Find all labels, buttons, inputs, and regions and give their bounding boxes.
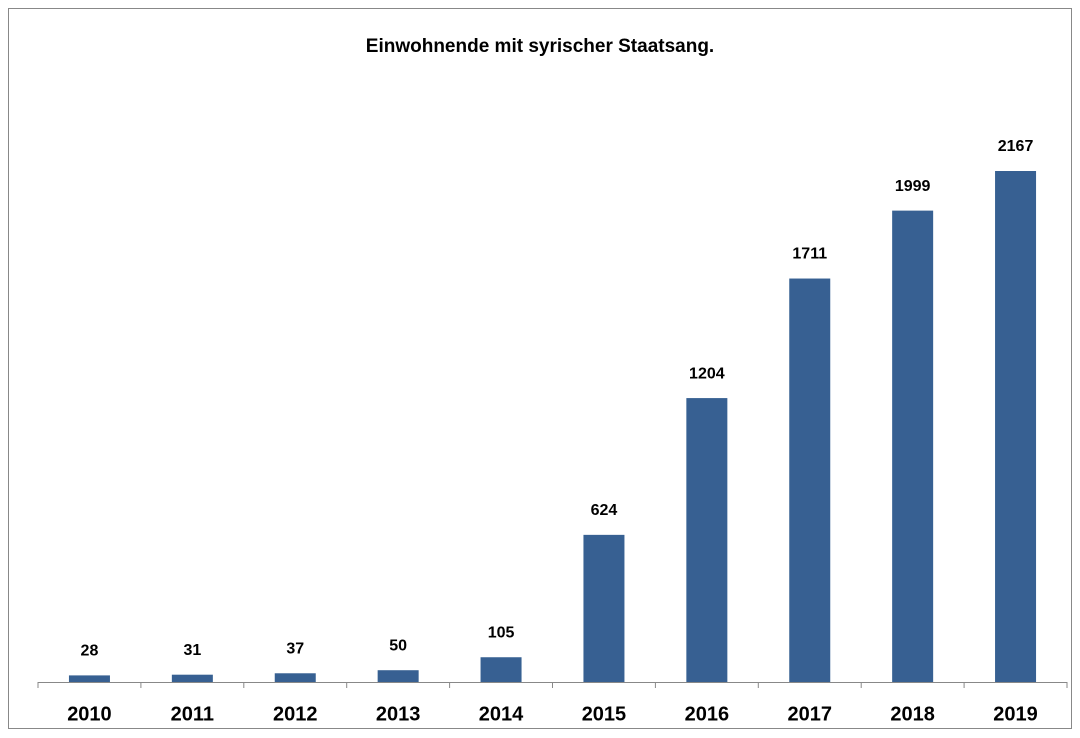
x-tick-label: 2016 — [685, 703, 730, 725]
data-label: 105 — [488, 624, 515, 641]
x-tick-label: 2015 — [582, 703, 627, 725]
x-tick-label: 2017 — [788, 703, 833, 725]
x-tick-label: 2011 — [171, 703, 214, 725]
data-label: 1711 — [792, 246, 827, 263]
data-label: 28 — [81, 643, 99, 660]
bar — [377, 670, 419, 682]
bar — [274, 673, 316, 682]
bar — [583, 534, 625, 682]
x-tick-label: 2012 — [273, 703, 318, 725]
bar — [789, 278, 831, 682]
x-tick-label: 2010 — [67, 703, 112, 725]
bar — [480, 657, 522, 682]
data-label: 1999 — [895, 178, 931, 195]
bar — [995, 171, 1037, 682]
data-label: 31 — [183, 642, 201, 659]
x-tick-label: 2013 — [376, 703, 421, 725]
bar — [686, 398, 728, 682]
x-tick-label: 2014 — [479, 703, 524, 725]
bar — [892, 210, 934, 682]
x-tick-label: 2018 — [890, 703, 935, 725]
data-label: 2167 — [998, 138, 1034, 155]
chart-title: Einwohnende mit syrischer Staatsang. — [366, 36, 714, 57]
bar — [171, 674, 213, 682]
x-tick-label: 2019 — [993, 703, 1038, 725]
data-label: 624 — [591, 502, 618, 519]
data-label: 1204 — [689, 365, 725, 382]
data-label: 50 — [389, 637, 407, 654]
bar — [68, 675, 110, 682]
data-label: 37 — [286, 640, 304, 657]
